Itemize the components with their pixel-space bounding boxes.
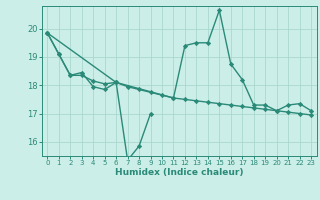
X-axis label: Humidex (Indice chaleur): Humidex (Indice chaleur) xyxy=(115,168,244,177)
